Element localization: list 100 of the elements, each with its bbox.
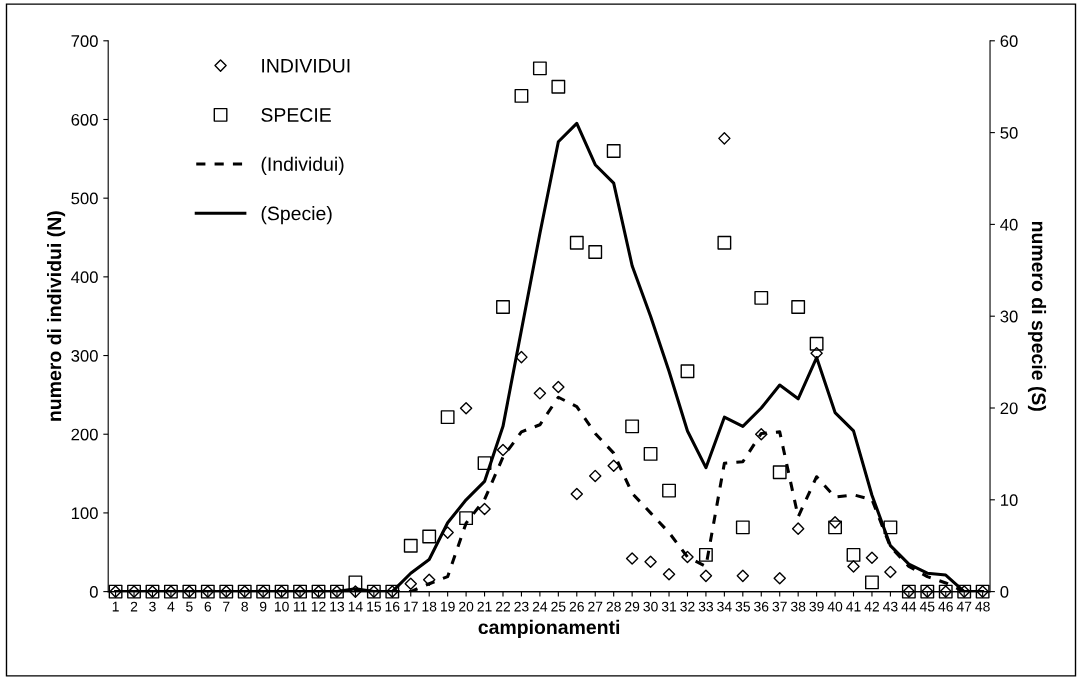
x-tick-label: 9 — [259, 601, 267, 612]
x-tick-label: 21 — [477, 601, 492, 612]
point — [643, 446, 658, 461]
point — [496, 300, 510, 314]
point — [422, 573, 436, 587]
point — [865, 551, 879, 565]
point — [717, 235, 732, 250]
point — [422, 529, 437, 544]
y-tick-label: 700 — [71, 35, 98, 47]
point — [459, 511, 474, 526]
x-tick-label: 38 — [790, 601, 806, 612]
point — [588, 244, 603, 259]
x-tick-label: 35 — [735, 601, 750, 612]
x-tick-label: 37 — [772, 601, 787, 612]
point — [791, 522, 805, 535]
x-tick-label: 40 — [827, 601, 843, 612]
y-tick-label: 600 — [71, 113, 98, 126]
x-tick-label: 25 — [551, 601, 566, 612]
point — [662, 568, 676, 581]
point — [644, 555, 657, 568]
x-tick-label: 36 — [754, 601, 769, 612]
point — [440, 410, 455, 425]
point — [884, 565, 897, 579]
point — [404, 577, 418, 590]
point — [865, 575, 879, 590]
y-tick-label: 300 — [71, 349, 98, 362]
x-tick-label: 29 — [625, 601, 640, 612]
x-tick-label: 20 — [459, 601, 474, 612]
x-tick-label: 13 — [330, 601, 345, 612]
point — [514, 88, 529, 103]
x-tick-label: 17 — [404, 601, 418, 612]
x-tick-label: 15 — [367, 601, 381, 612]
point — [883, 520, 898, 535]
x-tick-label: 33 — [698, 601, 714, 612]
x-tick-label: 5 — [186, 601, 193, 612]
x-tick-label: 31 — [661, 601, 677, 612]
point — [754, 290, 769, 305]
y2-tick-label: 50 — [1000, 127, 1018, 139]
point — [348, 575, 363, 590]
y-axis-title: numero di individui (N) — [46, 211, 66, 421]
y2-tick-label: 0 — [1000, 586, 1009, 598]
point — [607, 459, 620, 472]
point — [459, 402, 473, 415]
x-tick-label: 27 — [588, 601, 603, 612]
x-tick-label: 18 — [422, 601, 437, 612]
x-tick-label: 39 — [809, 601, 824, 612]
point — [791, 300, 806, 314]
x-tick-label: 22 — [495, 601, 511, 612]
point — [403, 538, 418, 553]
point — [735, 520, 750, 535]
point — [847, 560, 860, 573]
point — [496, 443, 510, 457]
x-tick-label: 14 — [348, 601, 363, 612]
point — [515, 350, 528, 364]
point — [828, 516, 842, 529]
point — [772, 465, 787, 480]
x-tick-label: 41 — [846, 601, 861, 612]
point — [552, 380, 565, 394]
x-tick-label: 10 — [274, 601, 289, 612]
legend-label: (Individui) — [261, 156, 344, 175]
point — [606, 144, 621, 158]
x-tick-label: 32 — [680, 601, 695, 612]
x-tick-label: 19 — [440, 601, 455, 612]
x-tick-label: 12 — [311, 601, 326, 612]
x-tick-label: 7 — [223, 601, 230, 612]
x-tick-label: 34 — [717, 601, 732, 612]
point — [625, 552, 639, 565]
point — [662, 483, 676, 498]
y2-axis-title: numero di specie (S) — [1027, 221, 1047, 411]
x-tick-label: 46 — [938, 601, 953, 612]
point — [681, 550, 694, 564]
y-tick-label: 400 — [71, 271, 98, 284]
x-tick-label: 23 — [514, 601, 529, 612]
x-axis-title: campionamenti — [478, 619, 620, 638]
point — [698, 547, 713, 562]
point — [533, 387, 547, 400]
point — [810, 346, 823, 360]
legend-label: INDIVIDUI — [262, 59, 350, 73]
y-tick-label: 200 — [71, 428, 98, 441]
x-tick-label: 44 — [901, 601, 917, 612]
point — [736, 569, 750, 583]
point — [625, 419, 640, 434]
point — [680, 364, 695, 379]
y2-tick-label: 10 — [1001, 494, 1018, 506]
y2-tick-label: 40 — [1000, 218, 1018, 231]
y2-tick-label: 60 — [1000, 35, 1018, 47]
x-tick-label: 30 — [643, 601, 658, 612]
y2-tick-label: 30 — [1000, 310, 1018, 323]
legend-label: (Specie) — [261, 206, 332, 225]
point — [809, 336, 824, 351]
point — [699, 569, 713, 583]
x-tick-label: 16 — [385, 601, 400, 612]
x-tick-label: 24 — [532, 601, 548, 612]
x-tick-label: 1 — [112, 601, 119, 612]
y2-tick-label: 20 — [1000, 402, 1018, 415]
x-tick-label: 6 — [204, 601, 212, 612]
y-tick-label: 0 — [89, 586, 98, 598]
point — [551, 79, 566, 94]
x-tick-label: 47 — [956, 601, 972, 612]
x-tick-label: 48 — [975, 601, 990, 612]
